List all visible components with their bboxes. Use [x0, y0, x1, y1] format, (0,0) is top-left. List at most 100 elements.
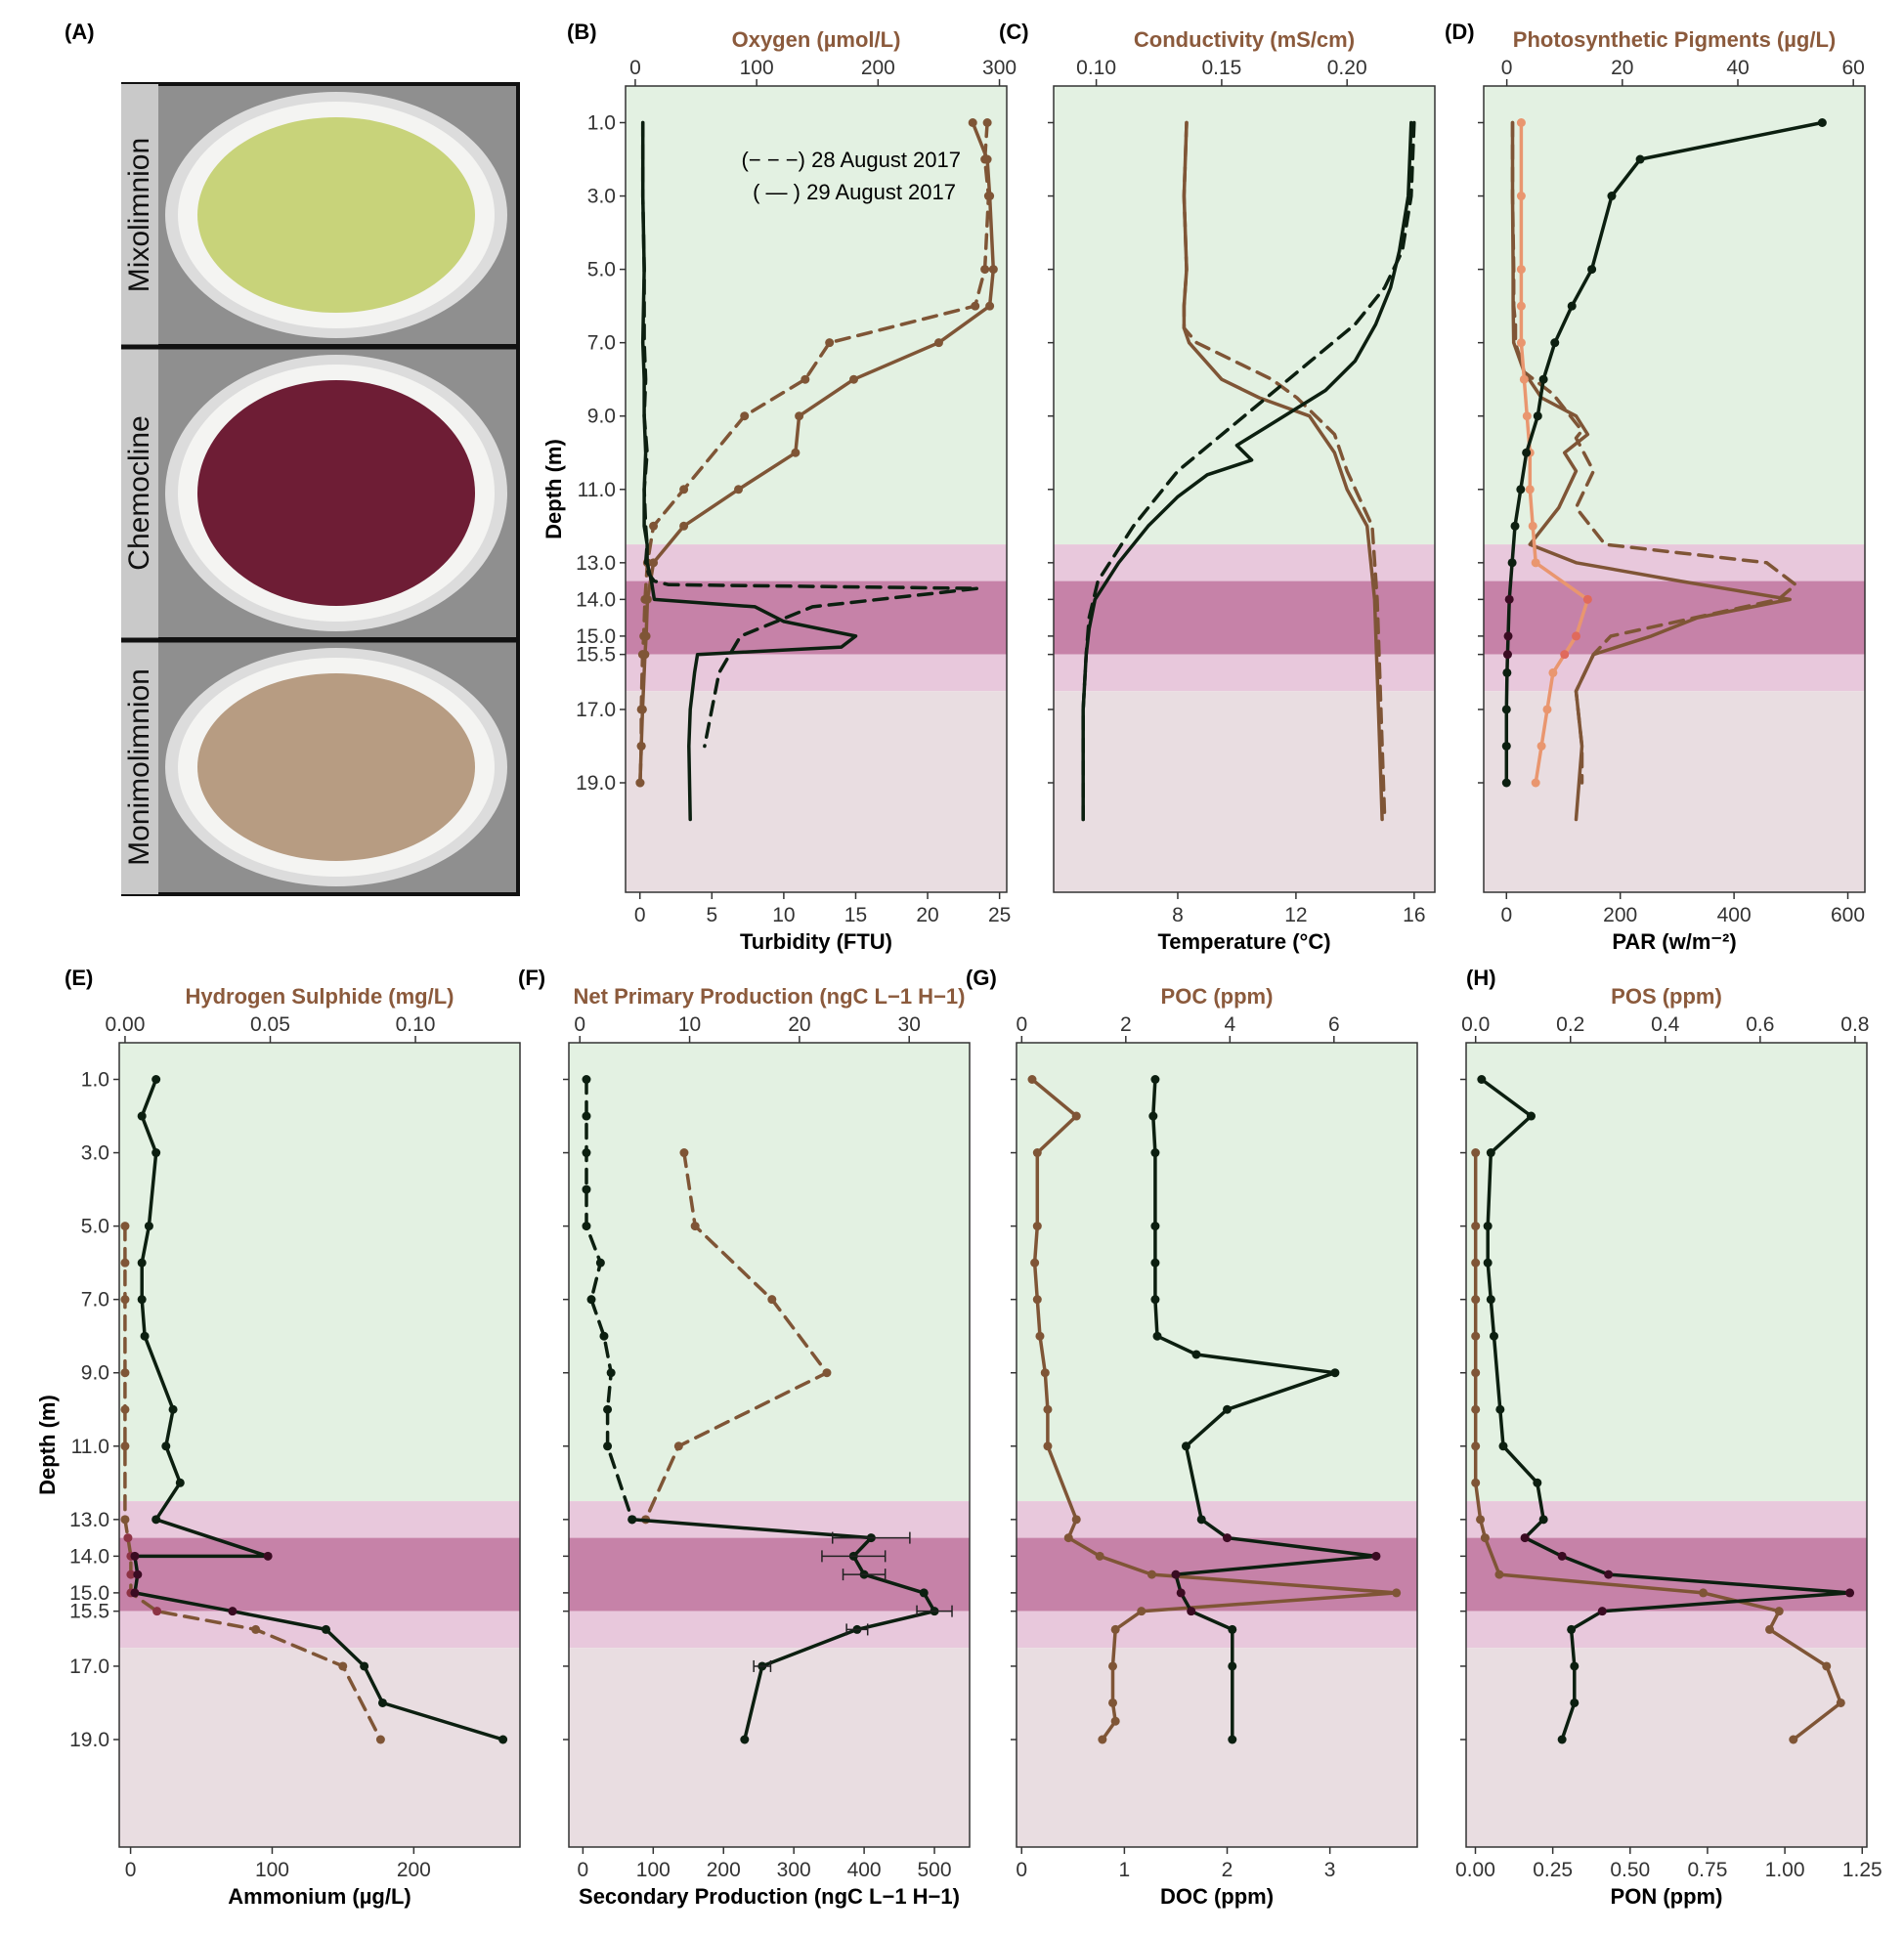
bottom-tick-label: 10: [772, 904, 795, 926]
data-point: [1582, 594, 1592, 604]
data-point: [582, 1184, 591, 1194]
data-point: [1522, 411, 1532, 421]
data-point: [1147, 1570, 1156, 1579]
data-point: [1228, 1661, 1237, 1671]
data-point: [1528, 521, 1537, 531]
data-point: [971, 301, 980, 311]
data-point: [120, 1368, 130, 1378]
data-point: [1150, 1222, 1160, 1231]
data-point: [980, 265, 990, 275]
depth-tick-label: 14.0: [69, 1545, 109, 1568]
series-1: [1477, 1075, 1855, 1744]
series-1: [130, 1075, 508, 1744]
data-point: [161, 1441, 171, 1451]
data-point: [1504, 594, 1514, 604]
data-point: [1483, 1258, 1493, 1268]
series-1: [1148, 1075, 1381, 1744]
series-line: [640, 120, 858, 822]
zone-monimolimnion: [569, 1648, 970, 1847]
data-point: [1486, 1295, 1495, 1305]
series-0: [1027, 1075, 1402, 1744]
data-point: [595, 1258, 605, 1268]
data-point: [1567, 301, 1577, 311]
series-1: [1182, 120, 1384, 822]
data-point: [1032, 1222, 1042, 1231]
data-point: [740, 1735, 750, 1744]
photo-label-band: [121, 84, 158, 346]
data-point: [1501, 705, 1511, 714]
data-point: [1501, 741, 1511, 751]
data-point: [1542, 705, 1552, 714]
data-point: [1533, 411, 1542, 421]
data-point: [1538, 374, 1548, 384]
data-point: [120, 1222, 130, 1231]
data-point: [1148, 1111, 1158, 1121]
depth-tick-label: 13.0: [576, 552, 616, 575]
data-point: [673, 1441, 683, 1451]
data-point: [1027, 1075, 1037, 1084]
bottom-tick-label: 1.00: [1765, 1859, 1805, 1881]
depth-tick-label: 9.0: [81, 1362, 109, 1385]
bottom-tick-label: 3: [1324, 1859, 1336, 1881]
data-point: [679, 485, 689, 494]
series-1: [1510, 120, 1792, 822]
bottom-tick-label: 16: [1403, 904, 1425, 926]
top-tick-label: 60: [1842, 57, 1865, 79]
data-point: [1071, 1515, 1081, 1525]
data-point: [1150, 1148, 1160, 1158]
top-axis-title: POC (ppm): [1161, 984, 1274, 1009]
zone-chemocline-lower: [626, 654, 1007, 692]
top-tick-label: 0: [1501, 57, 1513, 79]
depth-tick-label: 15.0: [69, 1582, 109, 1605]
bottom-axis-title: Turbidity (FTU): [740, 929, 892, 954]
data-point: [137, 1295, 147, 1305]
panel-border: [1465, 1042, 1868, 1848]
top-tick-label: 2: [1120, 1013, 1132, 1036]
data-point: [582, 1222, 591, 1231]
data-point: [375, 1735, 385, 1744]
bottom-tick-label: 15: [844, 904, 867, 926]
series-line: [1480, 1077, 1852, 1742]
data-point: [144, 1222, 153, 1231]
data-point: [1137, 1607, 1147, 1616]
panel-c: 0.10 0.15 0.20 Conductivity (mS/cm) 8 12 16 Tem…: [1048, 27, 1436, 954]
depth-tick-label: 9.0: [587, 406, 616, 428]
zone-chemocline-lower: [1484, 654, 1865, 692]
top-axis-title: POS (ppm): [1611, 984, 1722, 1009]
top-tick-label: 30: [898, 1013, 921, 1036]
data-point: [1228, 1735, 1237, 1744]
data-point: [1483, 1222, 1493, 1231]
bottom-tick-label: 1: [1119, 1859, 1131, 1881]
data-point: [120, 1515, 130, 1525]
panel-letter: (E): [65, 966, 93, 990]
top-tick-label: 0.6: [1746, 1013, 1774, 1036]
series-2: [1516, 118, 1592, 788]
photo-mixolimnion: Mixolimnion: [121, 84, 516, 346]
bottom-axis-title: Ammonium (µg/L): [228, 1884, 411, 1909]
top-tick-label: 0: [1016, 1013, 1027, 1036]
data-point: [120, 1295, 130, 1305]
series-line: [1510, 120, 1792, 822]
bottom-axis-title: Temperature (°C): [1157, 929, 1330, 954]
data-point: [1187, 1607, 1196, 1616]
top-axis-title: Hydrogen Sulphide (mg/L): [186, 984, 454, 1009]
data-point: [1392, 1588, 1402, 1598]
data-point: [137, 1111, 147, 1121]
data-point: [1604, 1570, 1614, 1579]
depth-tick-label: 11.0: [71, 1436, 109, 1458]
data-point: [1502, 667, 1512, 677]
data-point: [1171, 1570, 1181, 1579]
sample-filter: [197, 380, 475, 606]
data-point: [1098, 1735, 1107, 1744]
data-point: [801, 374, 810, 384]
data-point: [919, 1588, 929, 1598]
series-1: [582, 1075, 637, 1525]
data-point: [120, 1404, 130, 1414]
data-point: [599, 1331, 609, 1341]
data-point: [1371, 1551, 1381, 1561]
zone-mixolimnion: [569, 1043, 970, 1502]
data-point: [228, 1607, 238, 1616]
bottom-tick-label: 100: [636, 1859, 671, 1881]
data-point: [1548, 667, 1558, 677]
data-point: [1597, 1607, 1607, 1616]
